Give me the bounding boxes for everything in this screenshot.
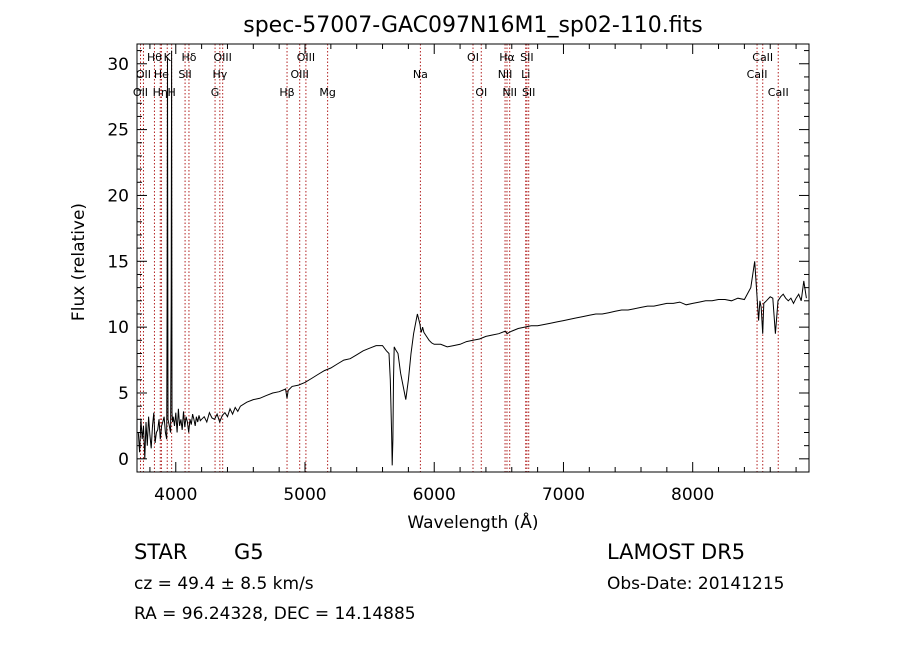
- x-tick-label: 4000: [154, 485, 197, 505]
- line-markers: [139, 44, 779, 472]
- line-marker-label: Na: [413, 68, 428, 81]
- line-marker-label: SII: [522, 86, 535, 99]
- y-tick-label: 30: [107, 55, 129, 75]
- line-marker-label: G: [211, 86, 220, 99]
- y-tick-label: 0: [118, 450, 129, 470]
- x-tick-label: 7000: [542, 485, 585, 505]
- object-subclass: G5: [234, 540, 264, 564]
- y-tick-label: 15: [107, 252, 129, 272]
- line-marker-label: NII: [498, 68, 513, 81]
- y-tick-label: 20: [107, 186, 129, 206]
- line-marker-label: OIII: [291, 68, 309, 81]
- line-marker-label: Hη: [153, 86, 168, 99]
- x-axis: 4000 5000 6000 7000 8000: [149, 44, 797, 505]
- line-marker-label: CaII: [752, 51, 773, 64]
- spectrum-line: [137, 50, 807, 466]
- line-marker-label: OIII: [297, 51, 315, 64]
- x-axis-label: Wavelength (Å): [407, 511, 538, 533]
- line-marker-label: CaII: [747, 68, 768, 81]
- line-marker-label: OII: [133, 86, 148, 99]
- y-axis: 0 5 10 15 20 25 30: [107, 50, 809, 470]
- line-marker-label: OI: [467, 51, 479, 64]
- line-marker-label: He: [154, 68, 169, 81]
- y-tick-label: 5: [118, 384, 129, 404]
- line-marker-label: Hδ: [181, 51, 196, 64]
- y-axis-label: Flux (relative): [69, 203, 89, 321]
- x-tick-label: 5000: [283, 485, 326, 505]
- object-class: STAR: [134, 540, 188, 564]
- line-marker-label: SII: [178, 68, 191, 81]
- line-marker-label: OI: [475, 86, 487, 99]
- chart-title: spec-57007-GAC097N16M1_sp02-110.fits: [243, 13, 703, 38]
- plot-frame: [136, 43, 810, 473]
- line-marker-label: Hγ: [212, 68, 227, 81]
- observation-date: Obs-Date: 20141215: [607, 574, 785, 594]
- line-marker-label: Mg: [319, 86, 335, 99]
- x-tick-label: 8000: [671, 485, 714, 505]
- line-marker-label: Hα: [499, 51, 515, 64]
- line-marker-label: OIII: [213, 51, 231, 64]
- line-marker-label: OII: [136, 68, 151, 81]
- line-marker-label: CaII: [768, 86, 789, 99]
- line-marker-label: SII: [520, 51, 533, 64]
- y-tick-label: 25: [107, 121, 129, 141]
- redshift-velocity: cz = 49.4 ± 8.5 km/s: [134, 574, 314, 594]
- line-marker-label: Li: [521, 68, 530, 81]
- line-marker-label: Hθ: [147, 51, 162, 64]
- x-tick-label: 6000: [413, 485, 456, 505]
- line-marker-label: Hβ: [279, 86, 294, 99]
- sky-coordinates: RA = 96.24328, DEC = 14.14885: [134, 604, 416, 624]
- survey-name: LAMOST DR5: [607, 540, 746, 564]
- y-tick-label: 10: [107, 318, 129, 338]
- line-marker-label: NII: [502, 86, 517, 99]
